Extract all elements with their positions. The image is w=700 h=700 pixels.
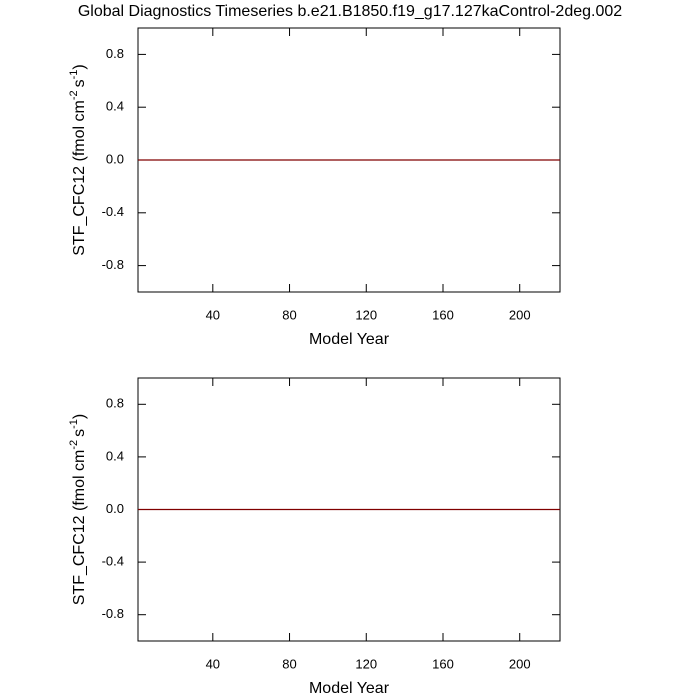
y-tick-label: 0.4 [106, 448, 124, 463]
y-axis-title-part: -2 [68, 90, 80, 100]
x-tick-label: 160 [432, 307, 454, 322]
y-axis-title-part: ) [71, 64, 88, 69]
x-axis-title: Model Year [309, 331, 390, 348]
y-axis-title-part: -2 [68, 440, 80, 450]
y-axis-title-part: STF_CFC12 (fmol cm [71, 450, 88, 606]
y-tick-label: -0.8 [102, 257, 124, 272]
y-tick-label: 0.0 [106, 501, 124, 516]
y-axis-title: STF_CFC12 (fmol cm-2 s-1) [68, 64, 88, 255]
x-tick-label: 160 [432, 656, 454, 671]
figure-title: Global Diagnostics Timeseries b.e21.B185… [78, 3, 622, 20]
y-axis-title-part: s [71, 429, 88, 437]
x-tick-label: 80 [282, 656, 296, 671]
y-axis-title: STF_CFC12 (fmol cm-2 s-1) [68, 414, 88, 605]
y-tick-label: -0.8 [102, 606, 124, 621]
x-tick-label: 80 [282, 307, 296, 322]
y-tick-label: -0.4 [102, 204, 124, 219]
y-axis-title-part: -1 [68, 70, 80, 80]
y-axis-title-part: -1 [68, 419, 80, 429]
x-tick-label: 200 [509, 307, 531, 322]
y-tick-label: 0.4 [106, 99, 124, 114]
y-tick-label: 0.0 [106, 151, 124, 166]
y-axis-title-part: STF_CFC12 (fmol cm [71, 100, 88, 256]
y-axis-title-part: s [71, 79, 88, 87]
x-tick-label: 200 [509, 656, 531, 671]
x-tick-label: 40 [206, 307, 220, 322]
x-axis-title: Model Year [309, 680, 390, 697]
y-tick-label: -0.4 [102, 554, 124, 569]
y-tick-label: 0.8 [106, 396, 124, 411]
x-tick-label: 120 [355, 656, 377, 671]
x-tick-label: 40 [206, 656, 220, 671]
y-axis-title-part: ) [71, 414, 88, 419]
x-tick-label: 120 [355, 307, 377, 322]
y-tick-label: 0.8 [106, 46, 124, 61]
